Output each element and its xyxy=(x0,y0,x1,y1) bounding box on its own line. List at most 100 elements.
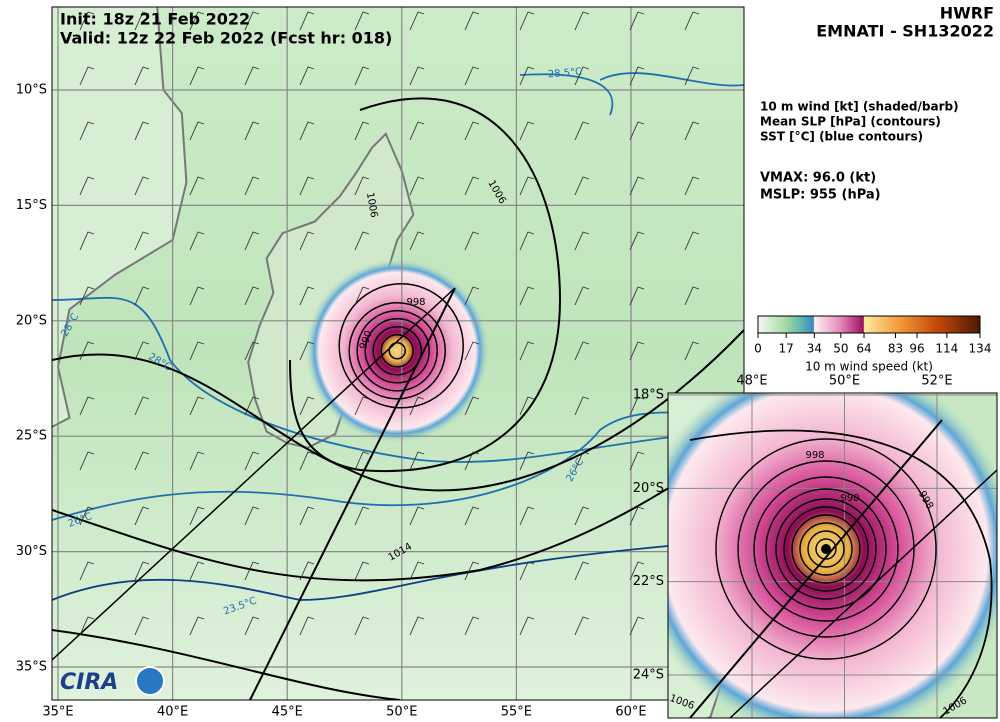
colorbar-tick-label: 134 xyxy=(969,342,992,356)
wind-barb xyxy=(574,341,590,361)
storm-name: EMNATI - SH132022 xyxy=(816,22,994,41)
wind-barb xyxy=(519,451,535,471)
wind-barb xyxy=(299,286,315,306)
wind-barb xyxy=(629,66,645,86)
legend-line: Mean SLP [hPa] (contours) xyxy=(760,115,941,129)
wind-barb xyxy=(574,286,590,306)
wind-barb xyxy=(574,66,590,86)
y-tick-label: 20°S xyxy=(16,313,47,328)
wind-barb xyxy=(244,286,260,306)
wind-barb xyxy=(189,11,205,31)
colorbar-tick-label: 83 xyxy=(888,342,903,356)
wind-barb xyxy=(354,176,370,196)
y-tick-label: 30°S xyxy=(16,544,47,559)
wind-barb xyxy=(244,11,260,31)
wind-barb xyxy=(299,11,315,31)
x-tick-label: 50°E xyxy=(829,374,860,389)
map-frame xyxy=(51,6,745,701)
wind-barb xyxy=(629,121,645,141)
wind-barb xyxy=(354,11,370,31)
wind-barb xyxy=(574,616,590,636)
wind-barb xyxy=(299,451,315,471)
wind-barb xyxy=(574,11,590,31)
wind-barb xyxy=(134,231,150,251)
slp-contour xyxy=(807,530,845,568)
wind-barb xyxy=(629,341,645,361)
wind-barb xyxy=(79,506,95,526)
sst-contour xyxy=(52,539,744,601)
wind-barb xyxy=(519,121,535,141)
x-tick-label: 35°E xyxy=(42,705,73,720)
slp-contour xyxy=(689,429,993,718)
slp-contour xyxy=(52,629,401,700)
logo: CIRA xyxy=(60,670,118,695)
wind-barb xyxy=(79,616,95,636)
wind-barb xyxy=(409,616,425,636)
x-tick-label: 45°E xyxy=(272,705,303,720)
y-tick-label: 20°S xyxy=(633,481,664,496)
x-tick-label: 52°E xyxy=(921,374,952,389)
wind-barb xyxy=(409,561,425,581)
contour-label: 1006 xyxy=(364,192,379,219)
wind-barb xyxy=(244,66,260,86)
wind-barb xyxy=(299,616,315,636)
wind-barb xyxy=(299,231,315,251)
y-tick-label: 18°S xyxy=(633,388,664,403)
colorbar-tick-label: 17 xyxy=(779,342,794,356)
wind-barb xyxy=(79,11,95,31)
wind-barb xyxy=(574,561,590,581)
wind-barb xyxy=(189,66,205,86)
track-line xyxy=(249,287,456,700)
inset-frame xyxy=(667,392,998,719)
sst-contour xyxy=(52,409,744,521)
wind-barb xyxy=(134,561,150,581)
y-tick-label: 35°S xyxy=(16,660,47,675)
wind-barb xyxy=(79,561,95,581)
wind-barb xyxy=(189,451,205,471)
slp-contour xyxy=(338,283,464,409)
wind-barb xyxy=(464,396,480,416)
wind-barb xyxy=(684,286,700,306)
legend-line: SST [°C] (blue contours) xyxy=(760,130,923,144)
slp-contour xyxy=(715,438,937,660)
wind-barb xyxy=(519,176,535,196)
wind-barb xyxy=(629,176,645,196)
slp-contour xyxy=(52,329,744,492)
wind-barb xyxy=(464,231,480,251)
wind-barb xyxy=(79,286,95,306)
wind-barb xyxy=(519,616,535,636)
slp-contour xyxy=(289,97,562,472)
wind-barb xyxy=(189,231,205,251)
wind-barb xyxy=(79,396,95,416)
wind-barb xyxy=(684,341,700,361)
track-line xyxy=(689,419,943,718)
y-tick-label: 25°S xyxy=(16,429,47,444)
wind-barb xyxy=(519,396,535,416)
wind-barb xyxy=(134,616,150,636)
mslp: MSLP: 955 (hPa) xyxy=(760,188,881,203)
wind-barb xyxy=(189,286,205,306)
wind-barb xyxy=(354,231,370,251)
y-tick-label: 24°S xyxy=(633,668,664,683)
wind-barb xyxy=(189,396,205,416)
wind-barb xyxy=(299,66,315,86)
slp-contour xyxy=(815,538,837,560)
wind-barb xyxy=(409,506,425,526)
wind-barb xyxy=(409,176,425,196)
wind-barb xyxy=(629,506,645,526)
wind-barb xyxy=(574,121,590,141)
wind-barb xyxy=(134,11,150,31)
wind-barb xyxy=(684,231,700,251)
y-tick-label: 10°S xyxy=(16,83,47,98)
wind-barb xyxy=(464,11,480,31)
x-tick-label: 50°E xyxy=(386,705,417,720)
x-tick-label: 48°E xyxy=(736,374,767,389)
contour-label: 998 xyxy=(406,297,425,308)
wind-barb xyxy=(464,286,480,306)
wind-barb xyxy=(244,616,260,636)
wind-barb xyxy=(299,121,315,141)
wind-barb xyxy=(134,66,150,86)
slp-contour xyxy=(783,506,869,592)
wind-barb xyxy=(134,286,150,306)
